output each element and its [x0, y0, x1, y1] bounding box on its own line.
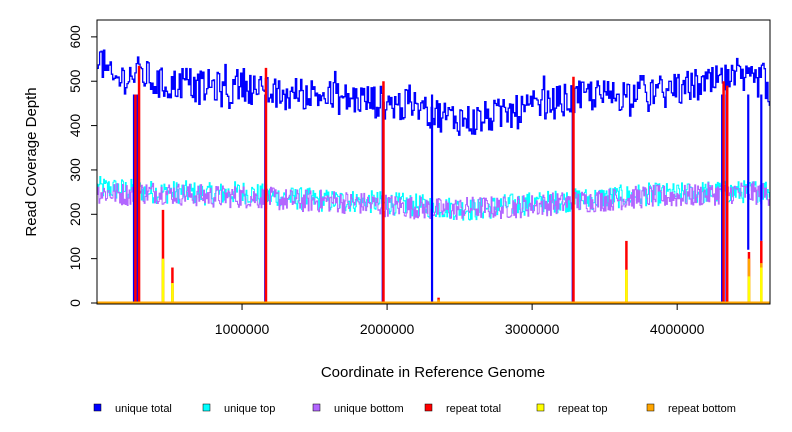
legend-swatch-repeat-top: [536, 403, 545, 412]
legend-label-unique-total: unique total: [115, 403, 172, 415]
legend-label-repeat-total: repeat total: [446, 403, 501, 415]
plot-area: [97, 49, 770, 304]
x-tick-label-3000000: 3000000: [505, 321, 560, 337]
y-tick-label-600: 600: [67, 25, 83, 49]
series-line-unique-bottom: [97, 181, 770, 220]
y-tick-label-200: 200: [67, 202, 83, 226]
y-tick-label-0: 0: [67, 299, 83, 307]
series-line-unique-total: [97, 49, 770, 136]
axes: 0 100 200 300 400 500 600 1000000 2000000 3000000…: [67, 25, 705, 337]
y-tick-label-300: 300: [67, 158, 83, 182]
y-axis-title: Read Coverage Depth: [23, 87, 40, 236]
legend-label-unique-top: unique top: [224, 403, 275, 415]
legend-label-unique-bottom: unique bottom: [334, 403, 404, 415]
y-tick-label-400: 400: [67, 114, 83, 138]
x-tick-label-2000000: 2000000: [360, 321, 415, 337]
legend-label-repeat-top: repeat top: [558, 403, 608, 415]
legend-label-repeat-bottom: repeat bottom: [668, 403, 736, 415]
legend: unique total unique top unique bottom repea…: [93, 403, 736, 415]
legend-swatch-unique-top: [202, 403, 211, 412]
series-line-unique-top: [97, 176, 770, 221]
legend-swatch-repeat-total: [424, 403, 433, 412]
plot-frame: [96, 19, 771, 305]
x-tick-label-4000000: 4000000: [650, 321, 705, 337]
legend-swatch-repeat-bottom: [646, 403, 655, 412]
y-tick-label-100: 100: [67, 247, 83, 271]
y-tick-label-500: 500: [67, 69, 83, 93]
x-axis-title: Coordinate in Reference Genome: [321, 364, 545, 381]
legend-swatch-unique-bottom: [312, 403, 321, 412]
x-tick-label-1000000: 1000000: [215, 321, 270, 337]
legend-swatch-unique-total: [93, 403, 102, 412]
